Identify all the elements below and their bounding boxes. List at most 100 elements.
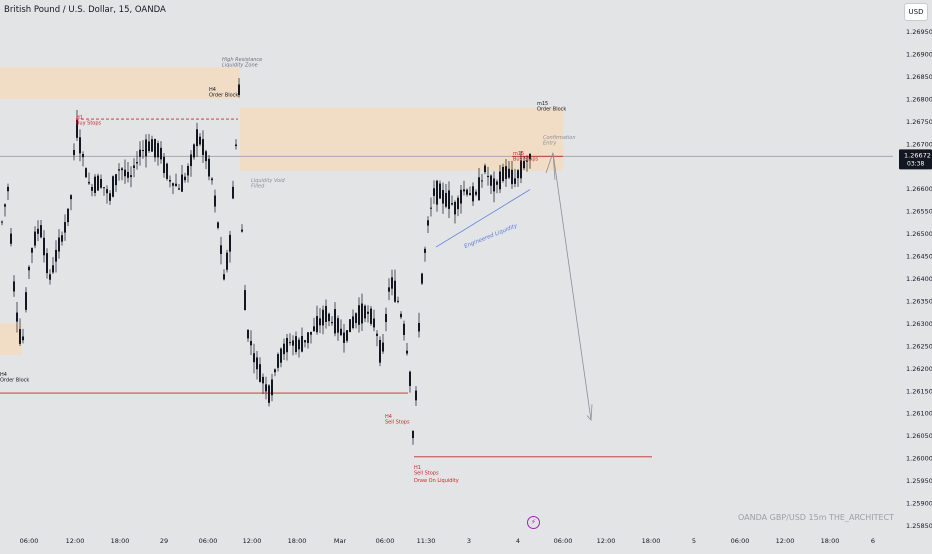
candle-body: [463, 189, 465, 192]
candle-body: [100, 178, 102, 188]
y-tick-label: 1.25900: [906, 500, 932, 508]
candle-body: [505, 166, 507, 179]
candle-body: [79, 137, 81, 154]
candle-body: [265, 384, 267, 392]
candle-body: [49, 274, 51, 280]
candle-body: [493, 178, 495, 192]
candle-body: [379, 339, 381, 363]
candle-body: [460, 189, 462, 204]
candle-body: [268, 385, 270, 403]
annotation-label: H1: [414, 465, 421, 471]
candle-body: [151, 139, 153, 152]
candle-body: [250, 341, 252, 346]
candle-body: [85, 168, 87, 178]
candle-body: [109, 193, 111, 201]
order-block-zone: [240, 107, 563, 171]
candle-body: [169, 179, 171, 182]
candle-body: [289, 342, 291, 344]
y-tick-label: 1.26600: [906, 185, 932, 193]
y-tick-label: 1.26700: [906, 140, 932, 148]
candle-body: [76, 120, 78, 138]
current-price-label: 1.26672: [904, 151, 931, 159]
y-tick-label: 1.26100: [906, 410, 932, 418]
x-tick-label: 18:00: [111, 537, 130, 545]
candle-body: [337, 318, 339, 333]
candle-body: [193, 144, 195, 158]
annotation-sublabel: Filled: [251, 184, 265, 190]
candle-body: [139, 149, 141, 157]
watermark: OANDA GBP/USD 15m THE_ARCHITECT: [738, 513, 894, 522]
candle-body: [403, 323, 405, 335]
candle-body: [307, 332, 309, 344]
candle-body: [409, 371, 411, 386]
candle-body: [145, 139, 147, 157]
y-tick-label: 1.26350: [906, 297, 932, 305]
annotation-label: Engineered Liquidity: [464, 223, 519, 250]
y-tick-label: 1.25850: [906, 522, 932, 530]
candle-body: [112, 176, 114, 197]
candle-body: [28, 266, 30, 271]
candle-body: [367, 311, 369, 314]
candle-body: [283, 343, 285, 355]
candle-body: [274, 369, 276, 373]
candle-body: [496, 181, 498, 185]
candle-body: [352, 316, 354, 329]
candle-body: [196, 129, 198, 147]
candle-body: [478, 177, 480, 201]
candle-body: [4, 204, 6, 207]
y-tick-label: 1.26800: [906, 95, 932, 103]
x-tick-label: 18:00: [821, 537, 840, 545]
candle-body: [121, 168, 123, 171]
y-tick-label: 1.26750: [906, 118, 932, 126]
candle-body: [70, 195, 72, 200]
y-tick-label: 1.25950: [906, 477, 932, 485]
x-tick-label: 4: [516, 537, 520, 545]
candle-body: [178, 188, 180, 190]
annotation-label: H4: [209, 87, 216, 93]
x-tick-label: 12:00: [66, 537, 85, 545]
candle-body: [106, 189, 108, 194]
x-tick-label: 5: [692, 537, 696, 545]
y-tick-label: 1.26300: [906, 320, 932, 328]
x-tick-label: 12:00: [597, 537, 616, 545]
annotation-sublabel: Entry: [543, 141, 557, 147]
candle-body: [484, 165, 486, 173]
annotation-sublabel: Buy Stops: [76, 121, 102, 127]
x-tick-label: 12:00: [243, 537, 262, 545]
candle-body: [280, 348, 282, 363]
candle-body: [235, 144, 237, 147]
candle-body: [301, 336, 303, 352]
candle-body: [46, 253, 48, 274]
candle-body: [25, 292, 27, 310]
y-tick-label: 1.26950: [906, 28, 932, 36]
candle-body: [361, 303, 363, 324]
lightning-icon[interactable]: ⚡: [527, 516, 540, 529]
candle-body: [508, 168, 510, 178]
candle-body: [22, 336, 24, 341]
candle-body: [277, 354, 279, 368]
candle-body: [133, 165, 135, 168]
candle-body: [37, 228, 39, 234]
candle-body: [451, 203, 453, 205]
candle-body: [232, 186, 234, 199]
candle-body: [334, 309, 336, 334]
candle-body: [244, 290, 246, 311]
candle-body: [202, 139, 204, 156]
candle-body: [490, 175, 492, 186]
candle-body: [214, 195, 216, 207]
candle-body: [205, 151, 207, 162]
annotation-label: H4: [0, 372, 7, 378]
candle-body: [82, 153, 84, 158]
candle-body: [439, 183, 441, 199]
candle-body: [310, 331, 312, 335]
candle-body: [115, 174, 117, 186]
candle-body: [457, 197, 459, 210]
candle-body: [385, 313, 387, 323]
candle-body: [475, 191, 477, 195]
candle-body: [295, 336, 297, 353]
currency-button[interactable]: USD: [904, 3, 928, 21]
candle-body: [511, 169, 513, 185]
y-tick-label: 1.26250: [906, 342, 932, 350]
